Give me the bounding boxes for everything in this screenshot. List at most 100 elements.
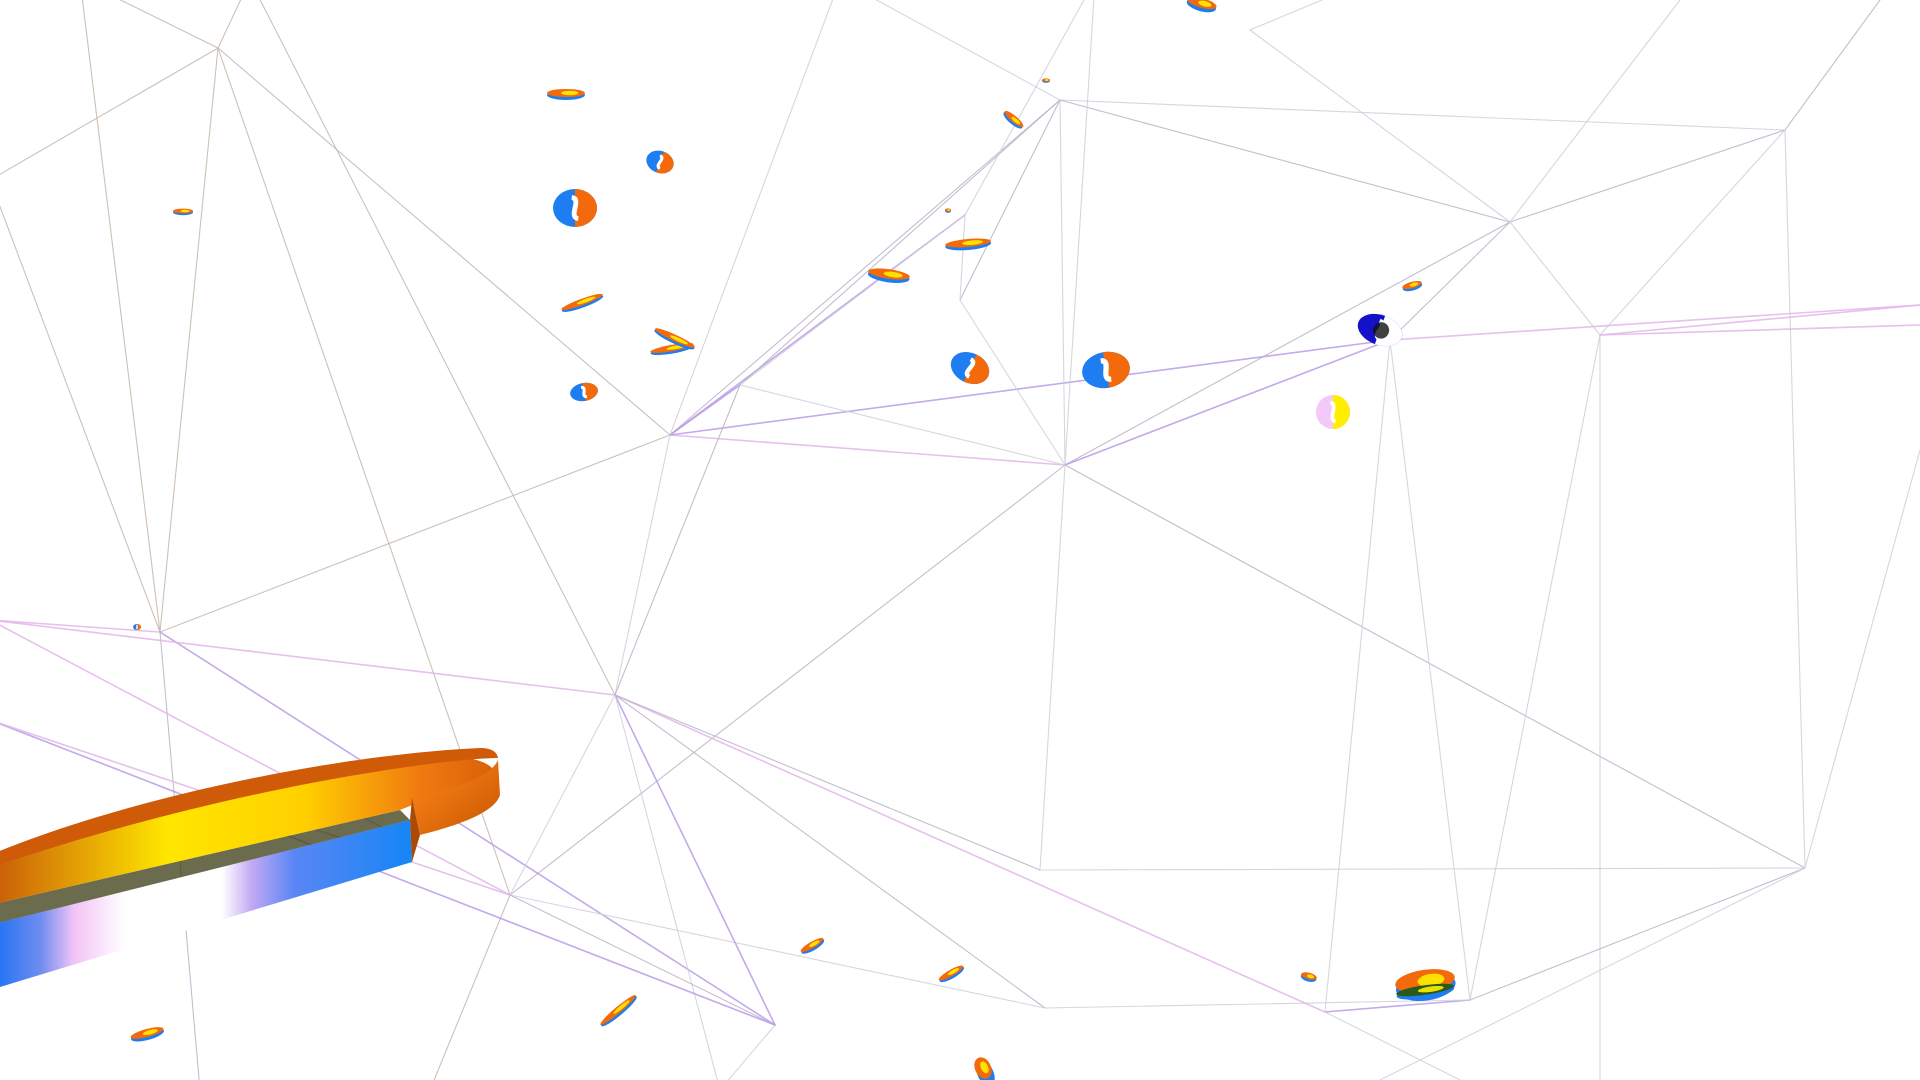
coin-logo-ring xyxy=(0,748,500,987)
token-coin xyxy=(950,351,990,385)
network-line xyxy=(959,214,966,301)
network-line xyxy=(739,384,1066,466)
network-line xyxy=(669,0,834,436)
token-coin xyxy=(938,965,965,983)
network-line xyxy=(1509,221,1601,336)
ring-end-cap xyxy=(412,760,500,835)
network-line xyxy=(1599,129,1786,336)
token-coin xyxy=(561,293,604,312)
network-line xyxy=(1324,999,1471,1013)
network-line xyxy=(1599,324,1920,336)
ring-outer-rim xyxy=(0,748,498,865)
network-line xyxy=(614,694,718,1080)
token-coin xyxy=(130,1027,164,1042)
network-line xyxy=(159,47,219,633)
network-line xyxy=(1249,29,1511,223)
network-line xyxy=(509,894,1046,1009)
token-coin xyxy=(974,1057,995,1080)
network-line xyxy=(1469,334,1601,1001)
network-line xyxy=(1469,867,1806,1001)
network-line xyxy=(433,894,511,1080)
network-line xyxy=(669,99,1061,436)
network-line xyxy=(1784,129,1806,869)
network-line xyxy=(1389,304,1920,341)
token-coin xyxy=(173,208,193,216)
network-line xyxy=(81,0,161,633)
token-coin xyxy=(945,208,951,213)
network-line xyxy=(1064,0,1095,466)
network-line xyxy=(669,339,1391,436)
network-line xyxy=(509,894,776,1026)
token-coin xyxy=(1042,78,1050,83)
token-coin xyxy=(654,328,695,350)
network-line xyxy=(964,0,1085,216)
network-line xyxy=(0,620,616,696)
network-line xyxy=(1509,0,1681,223)
network-line xyxy=(119,0,219,49)
network-line xyxy=(1064,464,1806,869)
network-line xyxy=(1044,999,1471,1009)
ring-side-band xyxy=(0,820,412,987)
network-line xyxy=(259,0,616,696)
token-coin xyxy=(547,89,585,100)
network-line xyxy=(1389,339,1471,1001)
network-line xyxy=(1059,99,1511,223)
network-line xyxy=(1064,339,1391,466)
token-coin xyxy=(800,937,825,954)
network-line xyxy=(217,0,242,49)
network-line xyxy=(959,299,1066,466)
network-line xyxy=(1324,1011,1462,1080)
network-line xyxy=(1804,449,1920,869)
token-coin xyxy=(867,268,910,283)
network-line xyxy=(0,47,219,175)
network-line xyxy=(159,434,671,633)
network-line xyxy=(1039,464,1066,871)
network-line xyxy=(0,624,511,896)
network-line xyxy=(669,434,1066,466)
token-coin xyxy=(600,995,637,1027)
network-line xyxy=(0,619,161,633)
network-line xyxy=(0,723,776,1026)
network-line xyxy=(159,631,776,1026)
token-coin xyxy=(1357,313,1403,347)
network-line xyxy=(614,384,741,696)
network-line xyxy=(614,434,671,696)
token-coin xyxy=(570,382,598,402)
network-line xyxy=(614,694,1046,1009)
token-coin xyxy=(1003,110,1024,129)
ring-top-face xyxy=(0,757,495,903)
network-line xyxy=(1059,99,1066,466)
network-line xyxy=(1378,867,1806,1080)
token-coin xyxy=(646,150,674,174)
network-line xyxy=(1324,339,1391,1013)
network-line xyxy=(614,694,776,1026)
network-line xyxy=(509,694,616,896)
network-line xyxy=(1509,129,1786,223)
network-line xyxy=(217,47,671,436)
ring-inner-shadow xyxy=(0,810,410,923)
token-coin xyxy=(945,238,992,251)
network-line xyxy=(1039,867,1806,871)
token-coin xyxy=(1396,983,1455,1000)
network-line xyxy=(1249,0,1324,31)
token-coin xyxy=(1082,351,1130,389)
network-line xyxy=(739,214,966,386)
network-line xyxy=(614,694,1041,871)
token-coin xyxy=(1186,0,1217,13)
network-line xyxy=(614,694,1326,1013)
network-line xyxy=(739,99,1061,386)
ring-end-cap-shade xyxy=(410,798,420,862)
token-coin xyxy=(1300,972,1317,982)
token-coin xyxy=(1402,280,1423,292)
network-line xyxy=(1389,221,1511,341)
token-coin xyxy=(133,624,141,630)
token-coin xyxy=(553,189,597,227)
floating-tokens xyxy=(130,0,1456,1080)
network-line xyxy=(509,464,1066,896)
network-line xyxy=(875,0,1061,101)
token-coin xyxy=(1316,395,1350,429)
network-line xyxy=(1059,99,1786,131)
network-line xyxy=(1599,304,1920,336)
